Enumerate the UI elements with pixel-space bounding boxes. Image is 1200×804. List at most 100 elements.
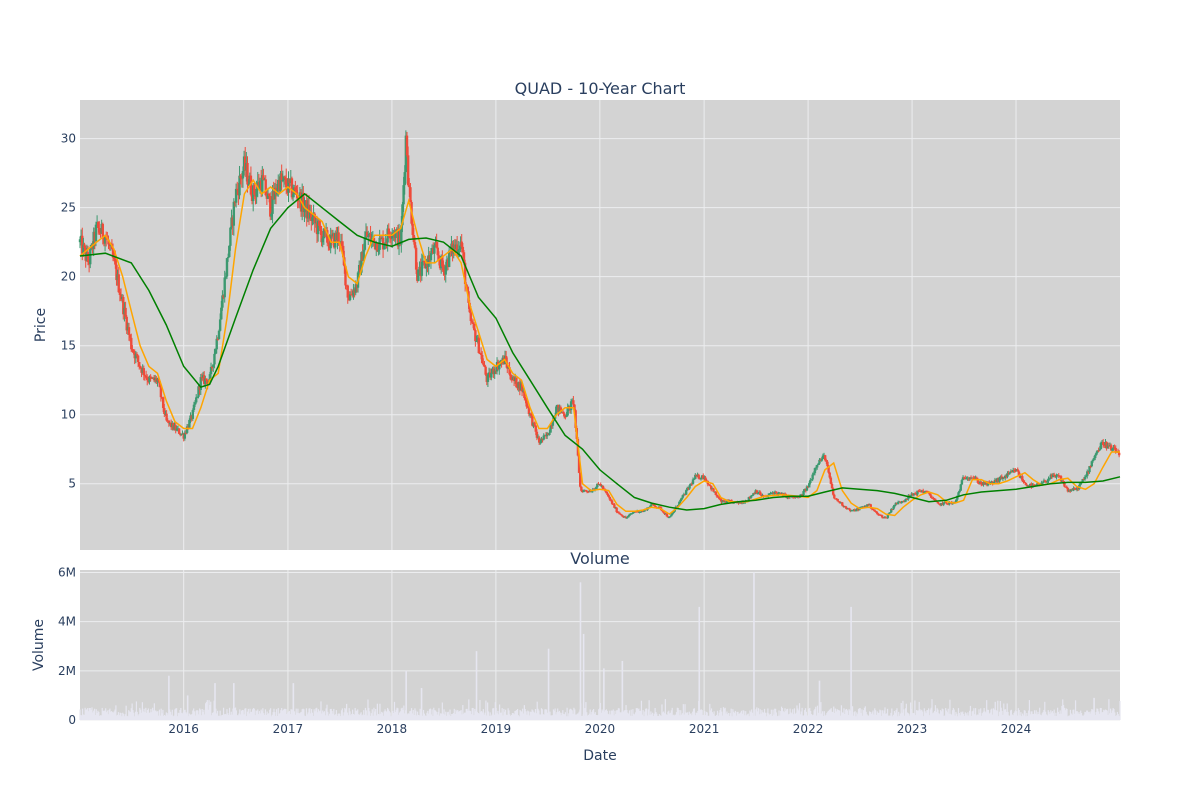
- candle-body: [929, 495, 933, 498]
- volume-bar: [751, 709, 753, 720]
- volume-bar: [895, 710, 897, 720]
- volume-bar: [446, 715, 448, 720]
- volume-bar: [803, 715, 805, 720]
- volume-bar: [338, 713, 340, 720]
- volume-bar: [185, 712, 187, 720]
- volume-bar: [1036, 714, 1038, 720]
- candle-body: [234, 188, 238, 203]
- volume-bar: [1034, 713, 1036, 720]
- volume-bar: [163, 715, 165, 720]
- volume-bar: [154, 710, 156, 720]
- moving-average-long-line: [79, 192, 1121, 511]
- volume-bar: [847, 715, 849, 720]
- volume-bar: [663, 711, 665, 720]
- volume-bar: [1051, 712, 1053, 720]
- volume-bar: [809, 707, 811, 720]
- volume-bar: [982, 711, 984, 720]
- volume-bar: [236, 715, 238, 720]
- volume-bar: [904, 708, 907, 720]
- candle-body: [1089, 466, 1092, 468]
- candle-body: [136, 355, 140, 362]
- volume-bar: [522, 713, 525, 720]
- candle-body: [264, 179, 267, 196]
- volume-bar: [479, 699, 481, 720]
- volume-bar: [598, 709, 600, 720]
- volume-bar: [731, 716, 733, 720]
- candle-body: [725, 500, 729, 503]
- volume-bar: [1047, 710, 1049, 720]
- candle-body: [89, 248, 92, 265]
- volume-bar: [287, 712, 289, 720]
- candle-body: [111, 249, 115, 258]
- candle-body: [474, 330, 477, 342]
- candle-body: [112, 257, 116, 259]
- volume-bar: [893, 710, 895, 720]
- volume-bar: [581, 715, 583, 720]
- volume-spike-bar: [214, 683, 216, 720]
- candle-body: [670, 514, 673, 517]
- candle-body: [213, 353, 216, 365]
- volume-bar: [646, 715, 649, 720]
- candle-body: [913, 493, 917, 495]
- candle-body: [148, 376, 151, 382]
- volume-bar: [709, 703, 711, 720]
- volume-bar: [626, 709, 628, 720]
- volume-bar: [1085, 712, 1087, 720]
- candle-body: [610, 500, 614, 504]
- volume-bar: [843, 708, 845, 720]
- volume-bar: [106, 710, 108, 720]
- volume-bar: [616, 710, 619, 720]
- volume-bar: [981, 713, 984, 720]
- volume-bar: [970, 715, 972, 720]
- volume-bar: [172, 716, 174, 720]
- volume-bar: [769, 714, 771, 720]
- volume-bar: [281, 710, 284, 720]
- volume-bar: [939, 714, 941, 720]
- volume-bar: [109, 708, 111, 720]
- volume-bar: [340, 716, 342, 720]
- candle-body: [291, 194, 295, 198]
- volume-bar: [111, 712, 114, 720]
- volume-bar: [741, 713, 743, 720]
- volume-bar: [259, 713, 261, 720]
- candle-body: [625, 517, 629, 519]
- volume-bar: [1070, 713, 1072, 720]
- volume-bar: [932, 713, 934, 720]
- volume-bar: [963, 715, 966, 720]
- candle-body: [880, 515, 884, 518]
- volume-bar: [945, 708, 947, 720]
- volume-bar: [651, 712, 654, 720]
- volume-bar: [369, 715, 372, 720]
- volume-spike-bar: [698, 606, 701, 720]
- volume-bar: [913, 713, 915, 720]
- candle-body: [667, 517, 671, 519]
- volume-bar: [164, 714, 166, 720]
- volume-bar: [658, 714, 660, 720]
- volume-bar: [599, 702, 602, 720]
- volume-bar: [992, 714, 994, 720]
- volume-bar: [1028, 700, 1031, 720]
- volume-bar: [688, 711, 690, 720]
- candle-body: [669, 516, 672, 518]
- volume-bar: [138, 714, 140, 720]
- volume-bar: [1062, 699, 1064, 720]
- volume-bar: [676, 707, 678, 720]
- candle-body: [475, 340, 478, 342]
- volume-bar: [295, 708, 297, 720]
- volume-bar: [486, 715, 488, 720]
- volume-bar: [143, 708, 145, 720]
- candle-body: [607, 495, 610, 497]
- volume-bar: [1003, 703, 1005, 720]
- volume-bar: [540, 708, 543, 720]
- volume-bar: [1080, 710, 1082, 720]
- volume-bar: [178, 713, 180, 720]
- candle-body: [498, 364, 501, 370]
- volume-bar: [240, 710, 243, 720]
- volume-bar: [916, 710, 918, 720]
- volume-bar: [1095, 712, 1097, 720]
- volume-bar: [986, 709, 989, 720]
- volume-bar: [205, 701, 208, 720]
- candle-body: [1113, 447, 1116, 449]
- volume-bar: [333, 708, 335, 720]
- candle-body: [573, 404, 576, 411]
